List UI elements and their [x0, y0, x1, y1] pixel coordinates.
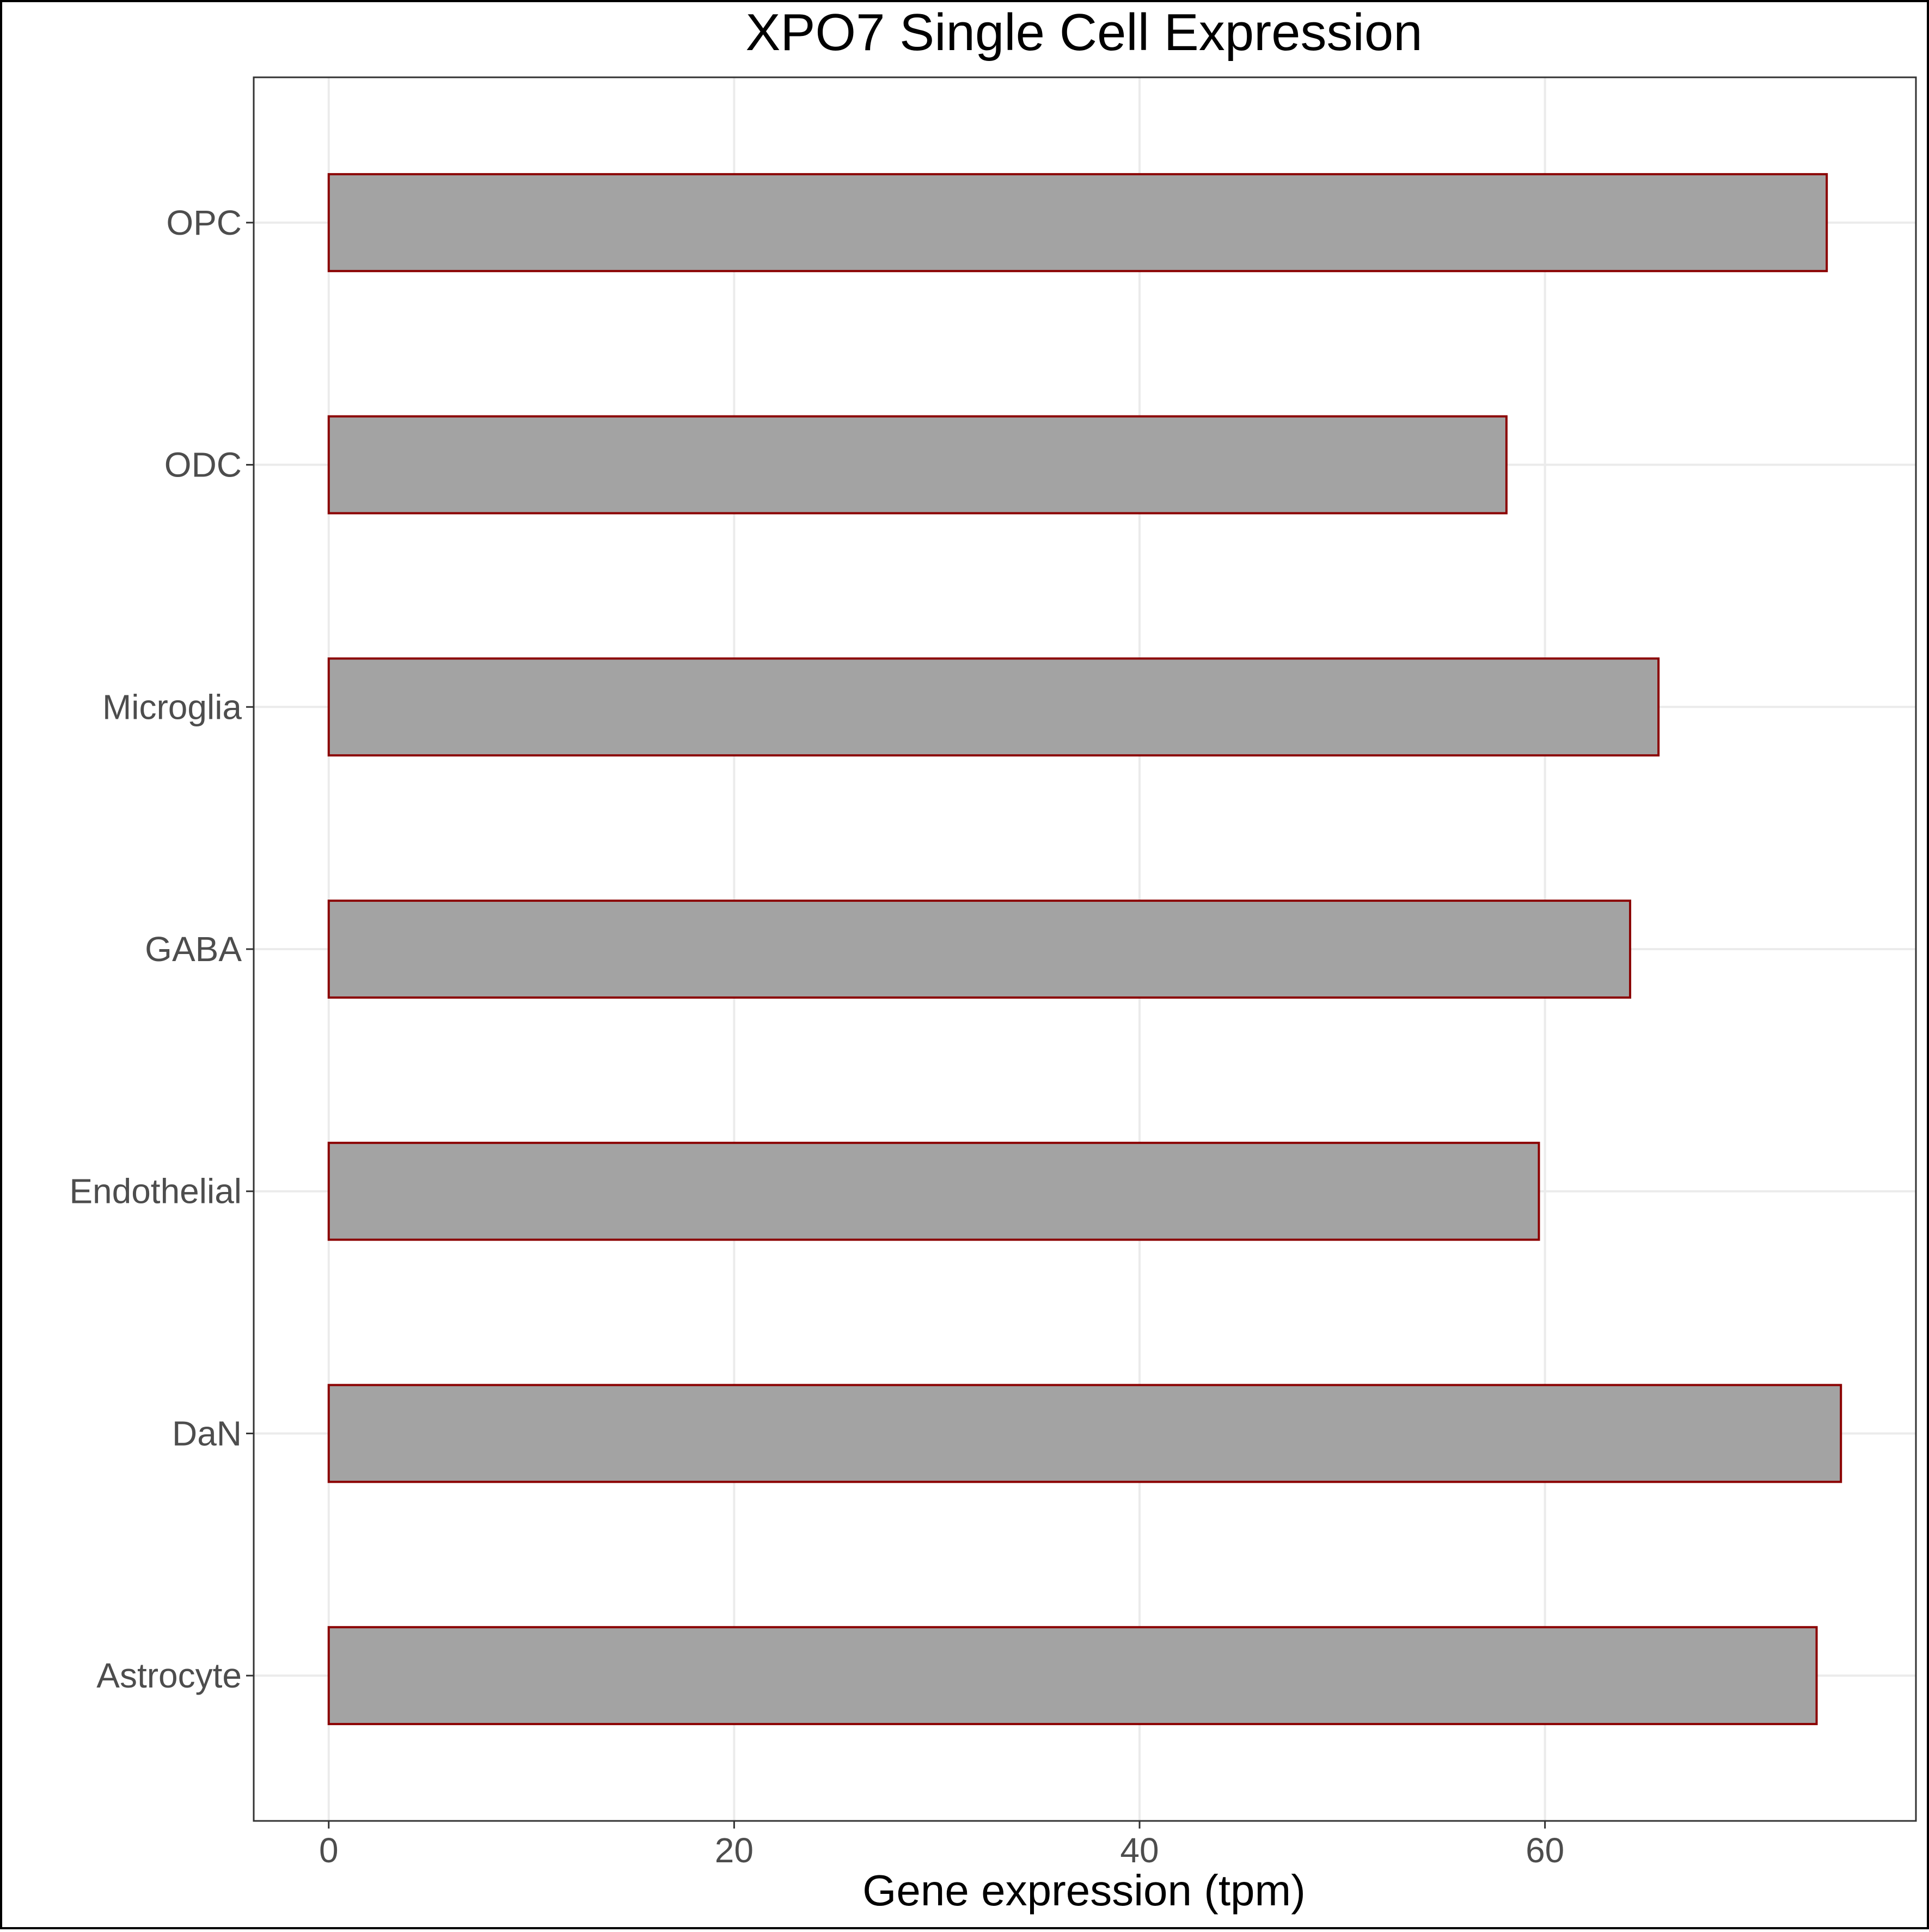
bar-microglia [327, 657, 1660, 757]
bar-dan [327, 1384, 1842, 1483]
y-tick-label: OPC [166, 203, 242, 242]
bar-odc [327, 415, 1508, 515]
y-tick-label: GABA [145, 930, 242, 969]
y-tick-label: Astrocyte [96, 1656, 242, 1695]
x-tick-label: 40 [1120, 1831, 1159, 1870]
y-tick-label: DaN [172, 1414, 242, 1453]
x-tick-label: 20 [715, 1831, 754, 1870]
bar-endothelial [327, 1141, 1540, 1241]
x-axis-title: Gene expression (tpm) [862, 1866, 1306, 1915]
bar-gaba [327, 900, 1632, 999]
bar-astrocyte [327, 1626, 1818, 1726]
y-tick-label: Microglia [102, 687, 242, 726]
y-tick-label: Endothelial [69, 1172, 242, 1211]
bar-layer [327, 173, 1842, 1726]
y-tick-label: ODC [164, 445, 242, 485]
x-tick-label: 0 [319, 1831, 339, 1870]
axis-layer: 0 20 40 60 Astrocyte DaN Endothelial GABA Microg… [69, 203, 1564, 1870]
chart-title: XPO7 Single Cell Expression [745, 3, 1422, 62]
bar-opc [327, 173, 1828, 272]
x-tick-label: 60 [1526, 1831, 1564, 1870]
